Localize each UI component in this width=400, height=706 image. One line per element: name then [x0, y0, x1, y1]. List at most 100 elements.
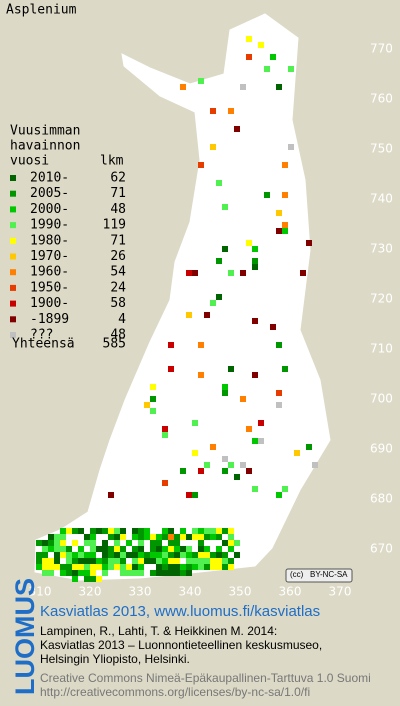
- record-square: [222, 552, 228, 558]
- legend-swatch: [10, 300, 16, 307]
- record-square: [174, 534, 180, 540]
- record-square: [66, 570, 72, 576]
- record-square: [162, 552, 168, 558]
- record-square: [246, 240, 252, 246]
- citation-line: Helsingin Yliopisto, Helsinki.: [40, 652, 190, 666]
- record-square: [198, 558, 204, 564]
- record-square: [108, 492, 114, 498]
- record-square: [132, 546, 138, 552]
- record-square: [228, 366, 234, 372]
- record-square: [66, 564, 72, 570]
- record-square: [216, 558, 222, 564]
- x-grid-label: 340: [179, 585, 202, 599]
- record-square: [108, 552, 114, 558]
- record-square: [102, 540, 108, 546]
- license-line: Creative Commons Nimeä-Epäkaupallinen-Ta…: [40, 671, 371, 685]
- record-square: [132, 564, 138, 570]
- record-square: [144, 402, 150, 408]
- record-square: [180, 534, 186, 540]
- record-square: [180, 546, 186, 552]
- legend-label: 2000-: [30, 202, 69, 217]
- legend-label: 1970-: [30, 249, 69, 264]
- record-square: [180, 528, 186, 534]
- record-square: [204, 552, 210, 558]
- record-square: [228, 108, 234, 114]
- legend-heading: vuosi: [10, 154, 49, 169]
- y-grid-label: 710: [370, 342, 393, 356]
- record-square: [120, 534, 126, 540]
- record-square: [108, 564, 114, 570]
- legend-swatch: [10, 190, 16, 197]
- legend-label: 1900-: [30, 296, 69, 311]
- legend-swatch: [10, 284, 16, 291]
- record-square: [162, 546, 168, 552]
- record-square: [210, 108, 216, 114]
- record-square: [90, 552, 96, 558]
- record-square: [150, 552, 156, 558]
- record-square: [120, 570, 126, 576]
- record-square: [78, 528, 84, 534]
- record-square: [168, 366, 174, 372]
- record-square: [228, 528, 234, 534]
- record-square: [312, 462, 318, 468]
- record-square: [222, 384, 228, 390]
- x-grid-label: 310: [29, 585, 52, 599]
- record-square: [96, 558, 102, 564]
- record-square: [222, 558, 228, 564]
- record-square: [234, 540, 240, 546]
- species-title: Asplenium: [6, 3, 77, 18]
- record-square: [150, 396, 156, 402]
- legend-count: 48: [110, 328, 126, 343]
- record-square: [42, 564, 48, 570]
- record-square: [102, 564, 108, 570]
- record-square: [252, 372, 258, 378]
- record-square: [204, 462, 210, 468]
- legend-label: ???: [30, 328, 53, 343]
- record-square: [90, 576, 96, 582]
- record-square: [156, 558, 162, 564]
- record-square: [246, 468, 252, 474]
- record-square: [150, 546, 156, 552]
- record-square: [120, 558, 126, 564]
- legend-swatch: [10, 269, 16, 276]
- record-square: [168, 528, 174, 534]
- record-square: [198, 534, 204, 540]
- record-square: [138, 558, 144, 564]
- legend-label: 1960-: [30, 265, 69, 280]
- record-square: [246, 36, 252, 42]
- record-square: [264, 66, 270, 72]
- record-square: [180, 84, 186, 90]
- record-square: [192, 534, 198, 540]
- record-square: [102, 558, 108, 564]
- record-square: [144, 528, 150, 534]
- record-square: [174, 570, 180, 576]
- record-square: [216, 564, 222, 570]
- record-square: [84, 552, 90, 558]
- legend-label: 2005-: [30, 186, 69, 201]
- record-square: [252, 246, 258, 252]
- record-square: [282, 192, 288, 198]
- record-square: [132, 570, 138, 576]
- record-square: [150, 558, 156, 564]
- record-square: [84, 558, 90, 564]
- legend-count: 24: [110, 280, 126, 295]
- record-square: [252, 264, 258, 270]
- record-square: [96, 546, 102, 552]
- record-square: [90, 570, 96, 576]
- record-square: [48, 534, 54, 540]
- record-square: [60, 534, 66, 540]
- legend-swatch: [10, 253, 16, 260]
- legend-total-label: Yhteensä: [12, 337, 75, 352]
- record-square: [198, 540, 204, 546]
- record-square: [270, 54, 276, 60]
- record-square: [60, 546, 66, 552]
- x-grid-label: 320: [79, 585, 102, 599]
- record-square: [84, 534, 90, 540]
- legend-label: -1899: [30, 312, 69, 327]
- record-square: [222, 528, 228, 534]
- record-square: [72, 558, 78, 564]
- record-square: [276, 210, 282, 216]
- record-square: [174, 558, 180, 564]
- record-square: [54, 546, 60, 552]
- record-square: [120, 546, 126, 552]
